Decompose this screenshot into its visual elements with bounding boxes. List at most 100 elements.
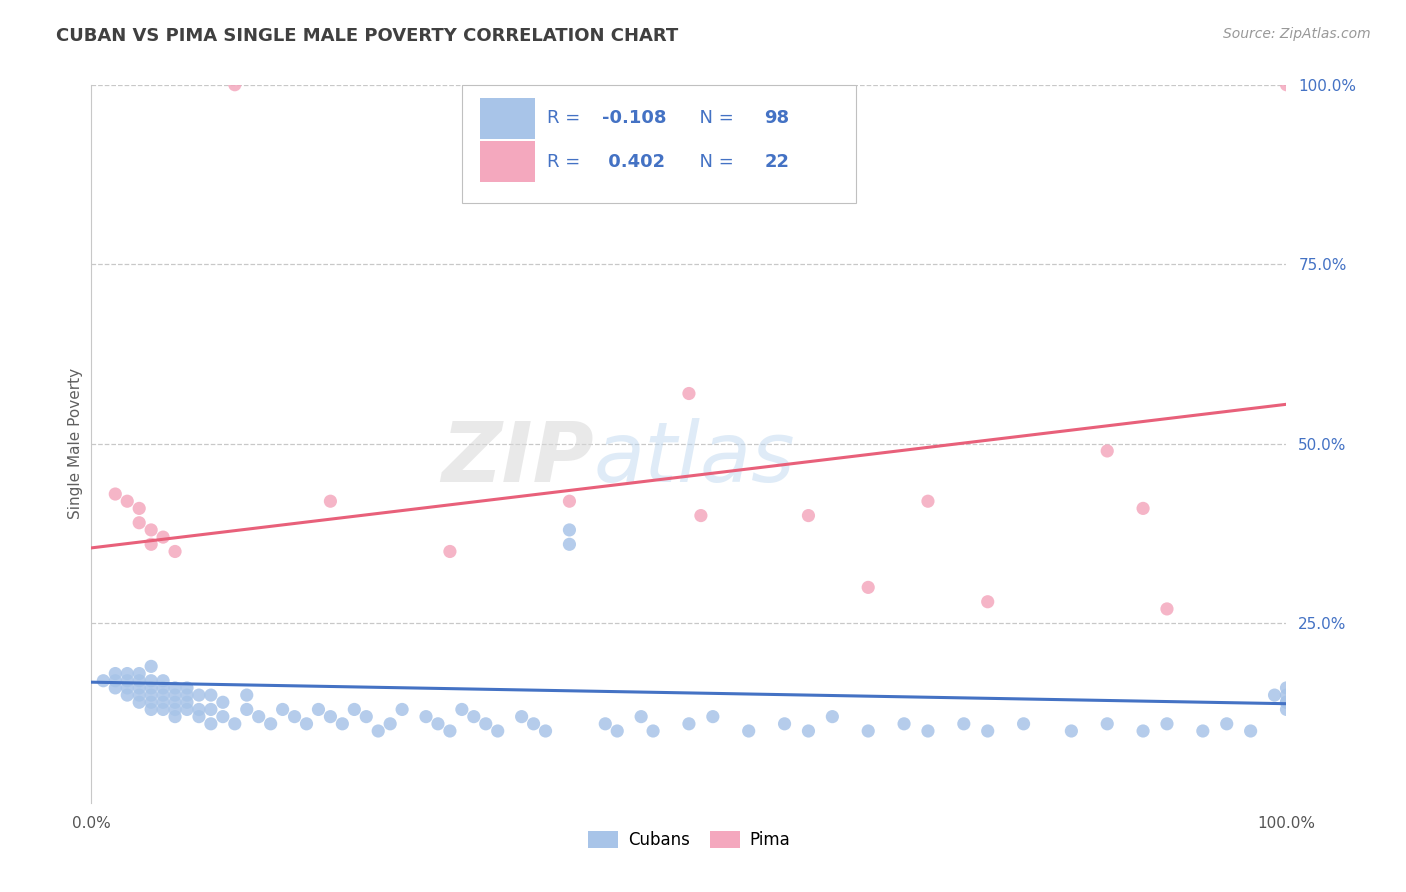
Point [200, 702, 222, 716]
Point [463, 709, 485, 723]
Point [128, 516, 150, 530]
Point [163, 709, 186, 723]
Point [176, 681, 198, 695]
Point [1215, 716, 1237, 731]
Point [307, 702, 329, 716]
Point [163, 688, 186, 702]
Point [141, 688, 162, 702]
Point [1275, 688, 1298, 702]
Point [558, 494, 581, 508]
Point [319, 709, 342, 723]
Text: N =: N = [688, 153, 740, 170]
Point [976, 724, 998, 739]
Point [367, 724, 389, 739]
Point [510, 709, 533, 723]
Point [1156, 716, 1178, 731]
Point [187, 702, 211, 716]
Point [163, 544, 186, 558]
Point [224, 78, 246, 92]
Point [534, 724, 557, 739]
Point [1097, 444, 1119, 458]
Point [104, 666, 127, 681]
Point [1275, 695, 1298, 709]
Point [1275, 702, 1298, 716]
Point [426, 716, 449, 731]
Point [115, 494, 138, 508]
Text: R =: R = [547, 153, 586, 170]
Point [821, 709, 844, 723]
Text: 0.402: 0.402 [602, 153, 665, 170]
Point [606, 724, 628, 739]
Point [235, 702, 259, 716]
Point [630, 709, 652, 723]
Point [152, 688, 174, 702]
Point [641, 724, 664, 739]
Point [773, 716, 796, 731]
Point [893, 716, 915, 731]
Text: Source: ZipAtlas.com: Source: ZipAtlas.com [1223, 27, 1371, 41]
Point [128, 688, 150, 702]
Point [141, 681, 162, 695]
Point [558, 523, 581, 537]
Point [1192, 724, 1215, 739]
Point [1275, 78, 1298, 92]
Point [523, 716, 546, 731]
Point [141, 695, 162, 709]
Point [200, 716, 222, 731]
Text: CUBAN VS PIMA SINGLE MALE POVERTY CORRELATION CHART: CUBAN VS PIMA SINGLE MALE POVERTY CORREL… [56, 27, 679, 45]
Point [152, 673, 174, 688]
Point [1156, 602, 1178, 616]
Point [391, 702, 413, 716]
Point [439, 724, 461, 739]
Point [319, 494, 342, 508]
Text: ZIP: ZIP [440, 417, 593, 499]
Point [439, 544, 461, 558]
Point [378, 716, 402, 731]
Point [856, 581, 880, 595]
Point [689, 508, 711, 523]
Point [141, 523, 162, 537]
Point [128, 681, 150, 695]
Point [1132, 501, 1154, 516]
Point [678, 716, 700, 731]
Point [1060, 724, 1083, 739]
Point [1240, 724, 1263, 739]
Point [163, 695, 186, 709]
Point [1275, 681, 1298, 695]
Point [152, 530, 174, 544]
Point [702, 709, 724, 723]
Point [917, 494, 939, 508]
Point [474, 716, 498, 731]
Legend: Cubans, Pima: Cubans, Pima [581, 824, 797, 855]
Point [1097, 716, 1119, 731]
Point [415, 709, 437, 723]
Point [953, 716, 976, 731]
Point [247, 709, 270, 723]
Point [678, 386, 700, 401]
Point [176, 695, 198, 709]
Point [141, 537, 162, 551]
Point [211, 709, 233, 723]
Point [354, 709, 377, 723]
Point [284, 709, 307, 723]
Point [152, 695, 174, 709]
Point [141, 673, 162, 688]
Text: -0.108: -0.108 [602, 110, 666, 128]
Point [737, 724, 759, 739]
Point [295, 716, 318, 731]
Point [187, 688, 211, 702]
Point [176, 702, 198, 716]
Point [128, 673, 150, 688]
Point [558, 537, 581, 551]
Point [593, 716, 616, 731]
Point [200, 688, 222, 702]
Point [856, 724, 880, 739]
FancyBboxPatch shape [479, 142, 534, 182]
Point [141, 659, 162, 673]
Point [976, 595, 998, 609]
Point [128, 666, 150, 681]
Point [115, 673, 138, 688]
Point [176, 688, 198, 702]
Point [115, 666, 138, 681]
Point [1012, 716, 1035, 731]
